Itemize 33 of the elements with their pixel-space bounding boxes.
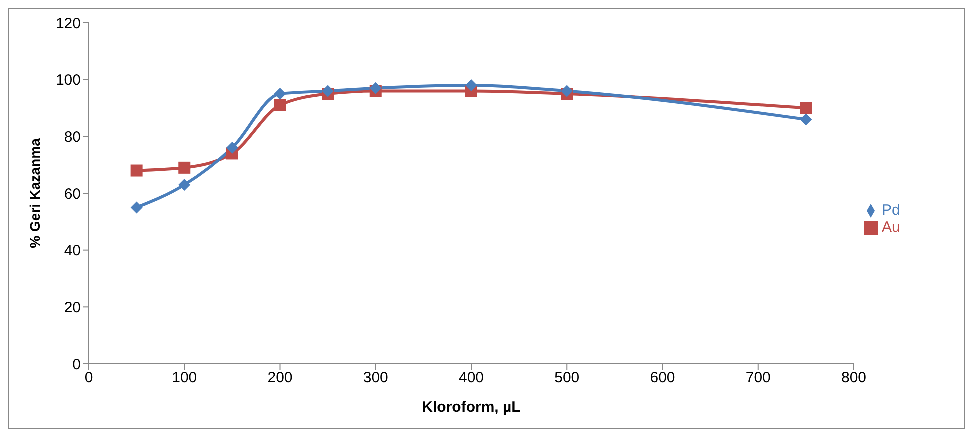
x-tick-label: 300 [363,370,388,387]
x-tick-label: 400 [458,370,484,387]
x-tick-label: 0 [84,370,94,387]
y-tick-label: 100 [56,72,81,90]
point [274,88,286,100]
y-tick-label: 40 [64,242,81,260]
x-axis-title: Kloroform, µL [422,399,521,416]
point [178,162,191,174]
point [130,202,143,214]
x-tick-label: 100 [172,370,198,387]
y-tick-label: 20 [64,299,81,316]
point [130,164,143,177]
legend-label: Au [882,218,900,236]
y-axis-title: % Geri Kazanma [26,138,43,248]
y-tick-label: 80 [64,128,81,146]
point [466,80,478,92]
point [800,114,812,126]
y-tick-label: 120 [56,15,81,32]
x-tick-label: 800 [841,370,867,387]
x-tick-label: 200 [268,370,293,387]
point [178,178,191,191]
legend-label: Pd [882,202,900,218]
point [800,102,812,114]
x-tick-label: 500 [554,370,580,387]
point [561,85,574,98]
point [274,99,286,112]
point [370,82,382,94]
x-tick-label: 600 [650,370,676,387]
y-tick-label: 60 [64,186,81,203]
x-tick-label: 700 [746,370,771,387]
y-tick-label: 0 [72,356,81,374]
point [322,85,334,98]
point [226,142,238,154]
